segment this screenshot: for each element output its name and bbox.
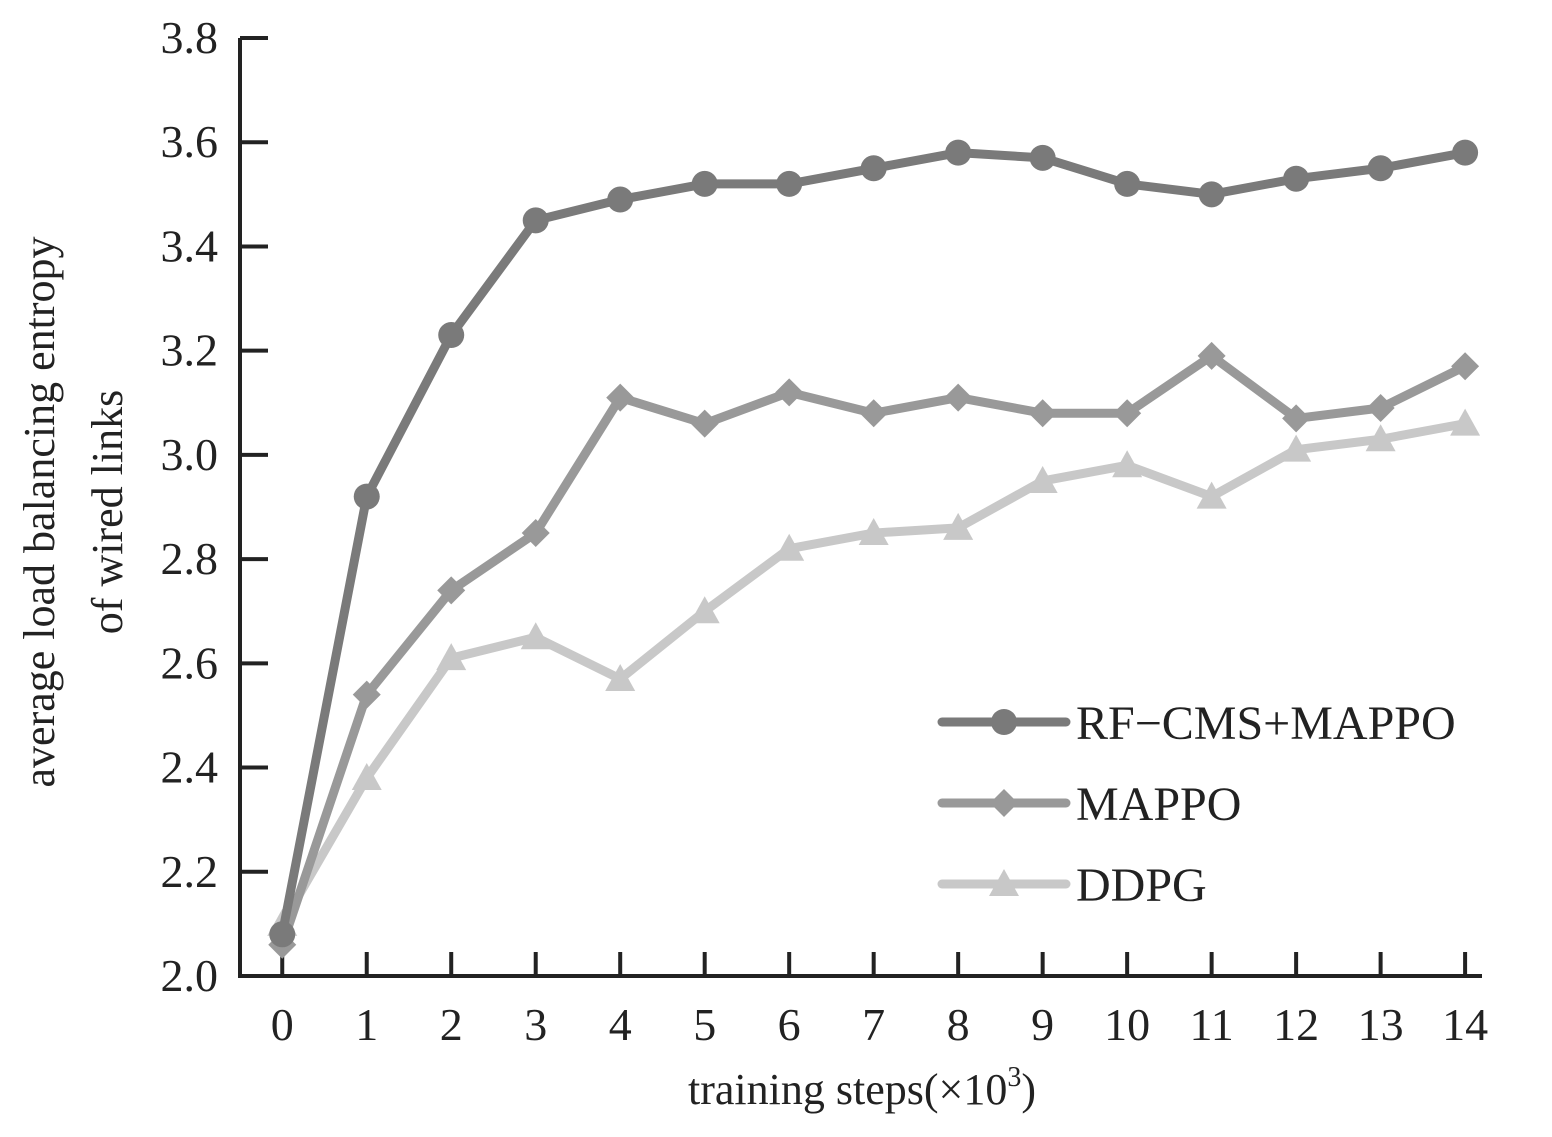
data-point-rf-cms-mappo xyxy=(522,207,549,234)
data-point-ddpg xyxy=(436,643,467,671)
data-point-mappo xyxy=(1451,352,1480,381)
data-point-rf-cms-mappo xyxy=(860,155,887,182)
data-point-rf-cms-mappo xyxy=(1283,165,1310,192)
y-tick-label: 2.0 xyxy=(161,950,219,1001)
x-axis-title-end: ) xyxy=(1021,1065,1036,1114)
x-tick-label: 8 xyxy=(947,999,970,1050)
data-point-mappo xyxy=(1282,404,1311,433)
data-point-mappo xyxy=(859,399,888,428)
x-axis-title: training steps(×103) xyxy=(688,1062,1036,1114)
series-mappo xyxy=(268,341,1480,959)
data-point-ddpg xyxy=(351,762,382,790)
y-tick-label: 3.0 xyxy=(161,429,219,480)
x-tick-label: 13 xyxy=(1358,999,1404,1050)
x-tick-label: 14 xyxy=(1442,999,1488,1050)
x-tick-label: 2 xyxy=(440,999,463,1050)
x-tick-label: 5 xyxy=(693,999,716,1050)
x-tick-label: 3 xyxy=(524,999,547,1050)
y-tick-label: 2.4 xyxy=(161,742,219,793)
data-point-mappo xyxy=(1113,399,1142,428)
data-point-mappo xyxy=(1197,341,1226,370)
data-point-rf-cms-mappo xyxy=(1198,181,1225,208)
data-point-ddpg xyxy=(1450,408,1481,436)
x-tick-label: 12 xyxy=(1273,999,1319,1050)
data-point-ddpg xyxy=(943,512,974,540)
x-tick-label: 0 xyxy=(271,999,294,1050)
x-tick-label: 10 xyxy=(1104,999,1150,1050)
legend-circle-marker-icon xyxy=(991,709,1017,735)
y-tick-label: 3.6 xyxy=(161,116,219,167)
x-tick-label: 6 xyxy=(778,999,801,1050)
data-point-rf-cms-mappo xyxy=(438,322,465,349)
data-point-ddpg xyxy=(605,663,636,691)
data-point-ddpg xyxy=(1112,450,1143,478)
data-point-rf-cms-mappo xyxy=(945,139,972,166)
y-ticks: 2.0 2.2 2.4 2.6 2.8 3.0 3.2 3.4 3.6 3.8 xyxy=(161,12,268,1001)
data-point-mappo xyxy=(437,576,466,605)
axes xyxy=(238,38,1482,978)
y-axis-title-line-1: average load balancing entropy xyxy=(15,237,64,788)
y-tick-label: 3.4 xyxy=(161,220,219,271)
x-tick-label: 4 xyxy=(609,999,632,1050)
data-point-ddpg xyxy=(774,533,805,561)
data-point-mappo xyxy=(944,383,973,412)
series-line-mappo xyxy=(277,351,1470,950)
x-axis-title-superscript: 3 xyxy=(1007,1062,1021,1093)
legend-label-mappo: MAPPO xyxy=(1076,778,1241,831)
legend-label-ddpg: DDPG xyxy=(1076,859,1207,912)
data-point-rf-cms-mappo xyxy=(776,170,803,197)
y-tick-label: 3.8 xyxy=(161,12,219,63)
data-point-mappo xyxy=(352,680,381,709)
x-tick-label: 1 xyxy=(355,999,378,1050)
data-point-rf-cms-mappo xyxy=(1452,139,1479,166)
y-tick-label: 2.2 xyxy=(161,846,219,897)
x-ticks: 0 1 2 3 4 5 6 7 8 9 10 11 12 13 14 xyxy=(271,952,1488,1050)
y-tick-label: 2.6 xyxy=(161,637,219,688)
legend: RF−CMS+MAPPO MAPPO DDPG xyxy=(937,697,1456,912)
data-point-ddpg xyxy=(1196,481,1227,509)
data-point-ddpg xyxy=(1281,434,1312,462)
series-ddpg xyxy=(267,408,1481,936)
data-point-mappo xyxy=(1028,399,1057,428)
data-point-ddpg xyxy=(1027,465,1058,493)
series-rf-cms-mappo xyxy=(269,139,1479,948)
legend-triangle-marker-icon xyxy=(989,869,1019,896)
y-tick-label: 2.8 xyxy=(161,533,219,584)
data-point-mappo xyxy=(521,519,550,548)
y-axis-title: average load balancing entropy of wired … xyxy=(15,237,132,788)
data-point-rf-cms-mappo xyxy=(1367,155,1394,182)
series-line-ddpg xyxy=(277,419,1470,929)
y-tick-label: 3.2 xyxy=(161,325,219,376)
data-point-rf-cms-mappo xyxy=(353,483,380,510)
legend-diamond-marker-icon xyxy=(990,789,1018,817)
legend-item-mappo: MAPPO xyxy=(937,778,1241,831)
data-point-ddpg xyxy=(858,518,889,546)
data-point-rf-cms-mappo xyxy=(691,170,718,197)
series-layer xyxy=(267,139,1481,959)
data-point-mappo xyxy=(606,383,635,412)
data-point-mappo xyxy=(775,378,804,407)
data-point-ddpg xyxy=(520,622,551,650)
legend-label-rf-cms-mappo: RF−CMS+MAPPO xyxy=(1076,697,1456,750)
data-point-rf-cms-mappo xyxy=(607,186,634,213)
data-point-rf-cms-mappo xyxy=(269,921,296,948)
x-tick-label: 7 xyxy=(862,999,885,1050)
data-point-mappo xyxy=(690,409,719,438)
data-point-rf-cms-mappo xyxy=(1029,144,1056,171)
y-axis-title-line-2: of wired links xyxy=(83,390,132,634)
x-axis-title-main: training steps(×10 xyxy=(688,1065,1007,1114)
data-point-ddpg xyxy=(1365,424,1396,452)
data-point-ddpg xyxy=(689,596,720,624)
data-point-mappo xyxy=(1366,393,1395,422)
legend-item-ddpg: DDPG xyxy=(937,859,1207,912)
x-tick-label: 9 xyxy=(1031,999,1054,1050)
x-tick-label: 11 xyxy=(1189,999,1233,1050)
data-point-rf-cms-mappo xyxy=(1114,170,1141,197)
legend-item-rf-cms-mappo: RF−CMS+MAPPO xyxy=(937,697,1456,750)
